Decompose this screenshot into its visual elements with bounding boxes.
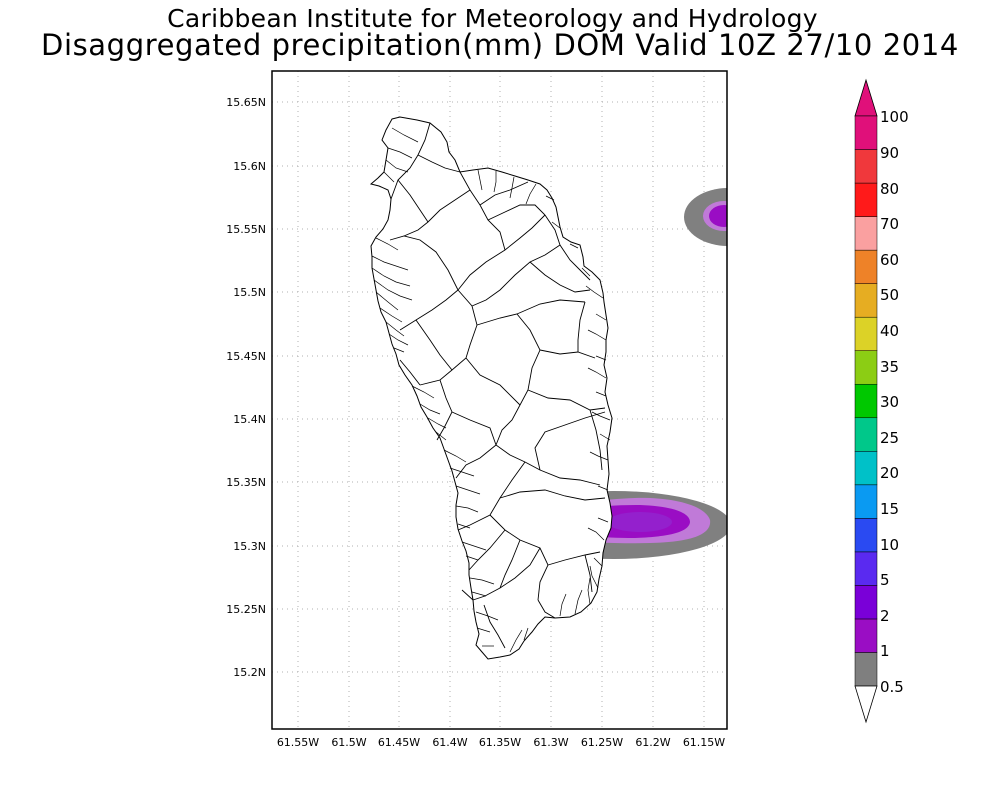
lat-tick-label: 15.35N: [226, 476, 266, 489]
lat-tick-label: 15.6N: [233, 160, 266, 173]
colorbar-label: 0.5: [880, 678, 904, 696]
colorbar-swatch: [854, 316, 878, 351]
lon-tick-label: 61.45W: [378, 736, 420, 749]
chart-title-line1: Caribbean Institute for Meteorology and …: [167, 4, 818, 33]
colorbar-label: 90: [880, 144, 899, 162]
colorbar-swatch: [854, 350, 878, 385]
colorbar-label: 30: [880, 393, 899, 411]
longitude-axis: 61.55W 61.5W 61.45W 61.4W 61.35W 61.3W 6…: [277, 736, 725, 749]
colorbar-label: 15: [880, 500, 899, 518]
map-frame: [271, 70, 728, 730]
lon-tick-label: 61.3W: [533, 736, 568, 749]
colorbar-swatch: [854, 149, 878, 184]
map-grid: [272, 71, 727, 729]
lat-tick-label: 15.5N: [233, 286, 266, 299]
rain-area-north-east: [684, 188, 727, 246]
lon-tick-label: 61.2W: [635, 736, 670, 749]
lon-tick-label: 61.25W: [581, 736, 623, 749]
colorbar-arrow-above: [854, 78, 878, 117]
rain-contour-0.5: [684, 188, 727, 246]
colorbar-swatch: [854, 216, 878, 251]
colorbar-arrow-below: [854, 685, 878, 724]
colorbar-label: 100: [880, 108, 909, 126]
colorbar-label: 25: [880, 429, 899, 447]
colorbar-swatch: [854, 652, 878, 687]
colorbar: 0.5 1 2 5 10 15 20 25 30 35 40 50 60 70 …: [854, 78, 909, 724]
rain-contour-2: [709, 205, 727, 227]
lat-tick-label: 15.65N: [226, 96, 266, 109]
lat-tick-label: 15.2N: [233, 666, 266, 679]
colorbar-swatch: [854, 249, 878, 284]
lon-tick-label: 61.35W: [479, 736, 521, 749]
colorbar-label: 1: [880, 642, 890, 660]
coastal-drainage-lines: [371, 127, 611, 653]
colorbar-swatch: [854, 451, 878, 486]
latitude-axis: 15.65N 15.6N 15.55N 15.5N 15.45N 15.4N 1…: [226, 96, 266, 679]
lon-tick-label: 61.55W: [277, 736, 319, 749]
lon-tick-label: 61.15W: [683, 736, 725, 749]
colorbar-label: 70: [880, 215, 899, 233]
colorbar-swatch: [854, 283, 878, 318]
watershed-boundaries: [389, 122, 606, 649]
colorbar-label: 10: [880, 536, 899, 554]
lat-tick-label: 15.55N: [226, 223, 266, 236]
lon-tick-label: 61.5W: [331, 736, 366, 749]
lat-tick-label: 15.4N: [233, 413, 266, 426]
colorbar-swatch: [854, 484, 878, 519]
lat-tick-label: 15.3N: [233, 540, 266, 553]
colorbar-label: 80: [880, 180, 899, 198]
lat-tick-label: 15.25N: [226, 603, 266, 616]
rain-contour-2-core: [608, 512, 672, 532]
colorbar-swatch: [854, 618, 878, 653]
colorbar-label: 50: [880, 286, 899, 304]
lat-tick-label: 15.45N: [226, 350, 266, 363]
colorbar-swatch: [854, 115, 878, 150]
colorbar-label: 60: [880, 251, 899, 269]
colorbar-swatch: [854, 383, 878, 419]
colorbar-label: 5: [880, 571, 890, 589]
colorbar-label: 35: [880, 358, 899, 376]
colorbar-swatch: [854, 551, 878, 586]
colorbar-swatch: [854, 417, 878, 452]
colorbar-label: 20: [880, 464, 899, 482]
colorbar-swatch: [854, 585, 878, 620]
lon-tick-label: 61.4W: [432, 736, 467, 749]
colorbar-swatch: [854, 182, 878, 217]
colorbar-label: 2: [880, 607, 890, 625]
chart-title-line2: Disaggregated precipitation(mm) DOM Vali…: [41, 28, 959, 62]
colorbar-swatch: [854, 518, 878, 553]
colorbar-label: 40: [880, 322, 899, 340]
